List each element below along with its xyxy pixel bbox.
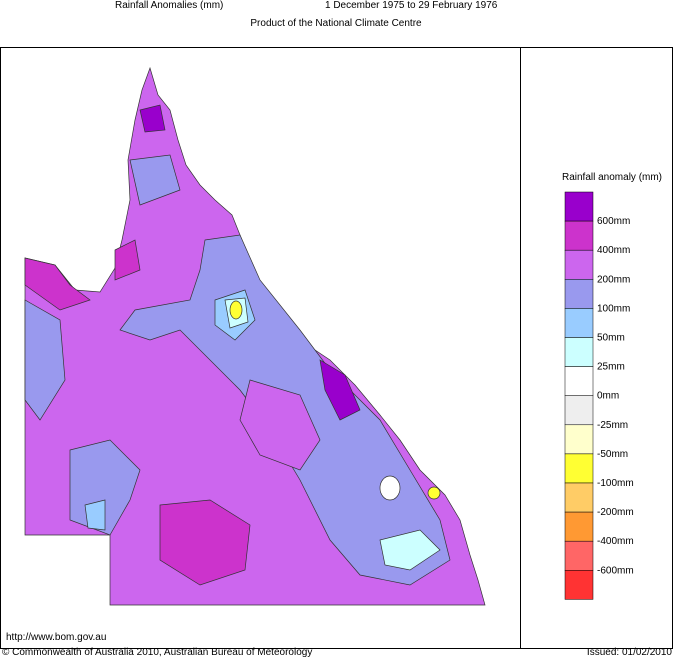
frame [0, 47, 673, 649]
region [239, 379, 321, 471]
legend-label: 0mm [597, 391, 619, 402]
subtitle: Product of the National Climate Centre [250, 18, 422, 29]
legend-label: 50mm [597, 333, 625, 344]
legend-label: 25mm [597, 362, 625, 373]
legend-swatch [564, 337, 594, 367]
legend-label: -600mm [597, 565, 634, 576]
region [159, 499, 251, 586]
legend-swatch [564, 249, 594, 280]
legend-label: 200mm [597, 274, 630, 285]
region [114, 239, 141, 281]
legend-swatch [564, 570, 594, 600]
legend-swatch [564, 308, 594, 338]
legend-swatch [564, 511, 594, 542]
region [319, 359, 361, 421]
period: 1 December 1975 to 29 February 1976 [325, 0, 498, 11]
legend-title: Rainfall anomaly (mm) [562, 172, 662, 183]
legend-swatch [564, 395, 594, 426]
legend-label: -25mm [597, 420, 628, 431]
legend-label: 600mm [597, 216, 630, 227]
legend-swatch [564, 191, 594, 222]
legend-label: -100mm [597, 478, 634, 489]
legend-swatch [564, 279, 594, 309]
legend-label: -400mm [597, 536, 634, 547]
region [24, 257, 91, 311]
map [24, 66, 486, 606]
legend-label: 400mm [597, 245, 630, 256]
legend-swatch [564, 220, 594, 251]
region [24, 299, 66, 421]
region [84, 499, 106, 531]
region [379, 529, 441, 571]
issued: Issued: 01/02/2010 [587, 647, 673, 658]
legend-label: -200mm [597, 507, 634, 518]
title: Rainfall Anomalies (mm) [115, 0, 223, 11]
legend-swatch [564, 366, 594, 396]
region [229, 300, 243, 320]
legend-swatch [564, 482, 594, 513]
legend-swatch [564, 540, 594, 571]
url: http://www.bom.gov.au [6, 632, 106, 643]
legend-label: 100mm [597, 303, 630, 314]
region [139, 104, 166, 133]
legend-label: -50mm [597, 449, 628, 460]
region [379, 475, 401, 501]
legend-swatch [564, 453, 594, 484]
region [427, 486, 441, 500]
copyright: © Commonwealth of Australia 2010, Austra… [2, 647, 312, 658]
legend-swatch [564, 424, 594, 455]
region [129, 154, 181, 206]
legend: 600mm 400mm 200mm 100mm 50mm 25mm 0mm -25mm -50m… [564, 191, 634, 600]
